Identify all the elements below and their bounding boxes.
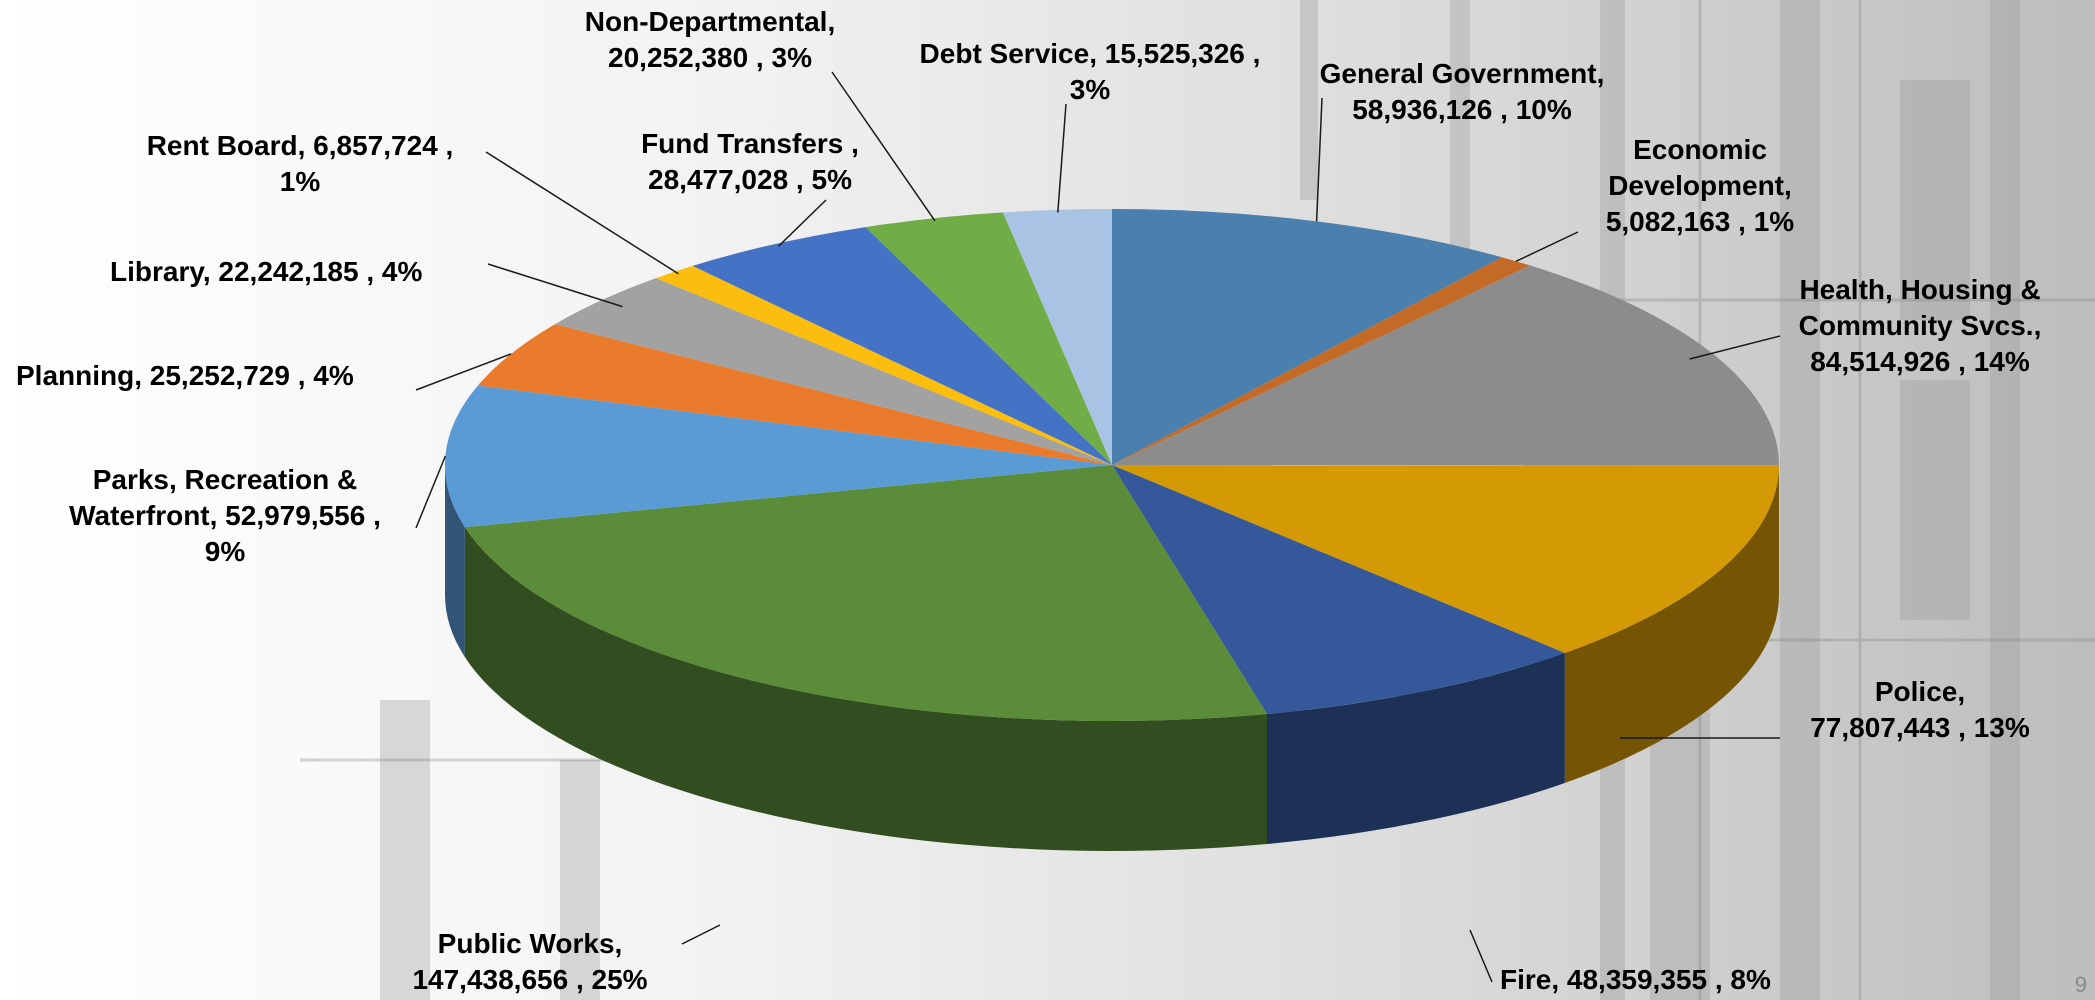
label-text: Fire, 48,359,355 , 8% [1500, 964, 1771, 995]
label-text: Community Svcs., [1798, 310, 2042, 341]
page-number: 9 [2074, 972, 2087, 997]
leader-lines [415, 71, 1781, 983]
pie-sides [445, 465, 1779, 851]
label-text: Non-Departmental, [584, 6, 836, 37]
pie-top [444, 208, 1780, 722]
leader-line-fund-transfers [778, 199, 827, 247]
leader-line-rent-board [485, 151, 679, 275]
leader-line-library [487, 263, 623, 308]
label-text: 1% [279, 166, 321, 197]
label-police: Police, 77,807,443 , 13% [1770, 674, 2070, 746]
label-text: Parks, Recreation & [92, 464, 358, 495]
label-text: General Government, [1319, 58, 1605, 89]
slice-rent-board [656, 265, 1112, 465]
slice-non-departmental [865, 212, 1112, 465]
label-library: Library, 22,242,185 , 4% [110, 254, 422, 290]
slice-debt-service [1002, 208, 1112, 466]
leader-line-non-departmental [831, 71, 936, 222]
leader-line-economic-development [1515, 231, 1579, 262]
label-text: Waterfront, 52,979,556 , [69, 500, 381, 531]
slice-public-works [464, 465, 1267, 722]
label-text: 58,936,126 , 10% [1352, 94, 1572, 125]
label-text: Public Works, [437, 928, 623, 959]
leader-line-parks-recreation-waterfront [415, 455, 447, 529]
label-text: 5,082,163 , 1% [1605, 206, 1795, 237]
side-parks-recreation-waterfront [445, 465, 465, 658]
label-text: Development, [1608, 170, 1792, 201]
label-text: Economic [1633, 134, 1767, 165]
slice-planning [477, 324, 1112, 465]
leader-line-planning [415, 353, 512, 391]
label-rent-board: Rent Board, 6,857,724 , 1% [100, 128, 500, 200]
label-text: 28,477,028 , 5% [648, 164, 852, 195]
slice-general-government [1112, 209, 1502, 465]
label-text: Debt Service, 15,525,326 , [919, 38, 1261, 69]
label-text: Fund Transfers , [641, 128, 859, 159]
label-text: Library, 22,242,185 , 4% [110, 256, 423, 287]
leader-line-debt-service [1057, 103, 1067, 213]
label-fire: Fire, 48,359,355 , 8% [1500, 962, 1771, 998]
label-text: Police, [1874, 676, 1966, 707]
side-fire [1267, 653, 1565, 844]
side-public-works [464, 527, 1267, 851]
label-planning: Planning, 25,252,729 , 4% [16, 358, 354, 394]
label-text: 3% [1069, 74, 1111, 105]
slice-economic-development [1112, 257, 1531, 465]
label-health-housing-community-svcs: Health, Housing & Community Svcs., 84,51… [1770, 272, 2070, 380]
leader-line-fire [1469, 929, 1493, 983]
label-parks-recreation-waterfront: Parks, Recreation & Waterfront, 52,979,5… [20, 462, 430, 570]
leader-line-public-works [681, 924, 721, 945]
label-non-departmental: Non-Departmental, 20,252,380 , 3% [560, 4, 860, 76]
slice-fire [1112, 465, 1565, 714]
label-general-government: General Government, 58,936,126 , 10% [1262, 56, 1662, 128]
slice-library [555, 278, 1112, 465]
slice-police [1112, 465, 1779, 653]
label-text: 9% [204, 536, 246, 567]
slice-fund-transfers [692, 227, 1112, 465]
label-economic-development: Economic Development, 5,082,163 , 1% [1580, 132, 1820, 240]
label-text: 147,438,656 , 25% [412, 964, 648, 995]
leader-line-health-housing-community-svcs [1689, 335, 1781, 360]
slice-health-housing-community-svcs [1112, 265, 1780, 466]
leader-line-general-government [1315, 97, 1323, 222]
label-text: 20,252,380 , 3% [608, 42, 812, 73]
label-text: Health, Housing & [1799, 274, 2041, 305]
slice-parks-recreation-waterfront [444, 385, 1112, 528]
label-public-works: Public Works, 147,438,656 , 25% [380, 926, 680, 998]
label-text: 77,807,443 , 13% [1810, 712, 2030, 743]
label-fund-transfers: Fund Transfers , 28,477,028 , 5% [600, 126, 900, 198]
label-debt-service: Debt Service, 15,525,326 , 3% [880, 36, 1300, 108]
side-police [1564, 465, 1779, 783]
label-text: Planning, 25,252,729 , 4% [16, 360, 354, 391]
label-text: 84,514,926 , 14% [1810, 346, 2030, 377]
label-text: Rent Board, 6,857,724 , [146, 130, 454, 161]
